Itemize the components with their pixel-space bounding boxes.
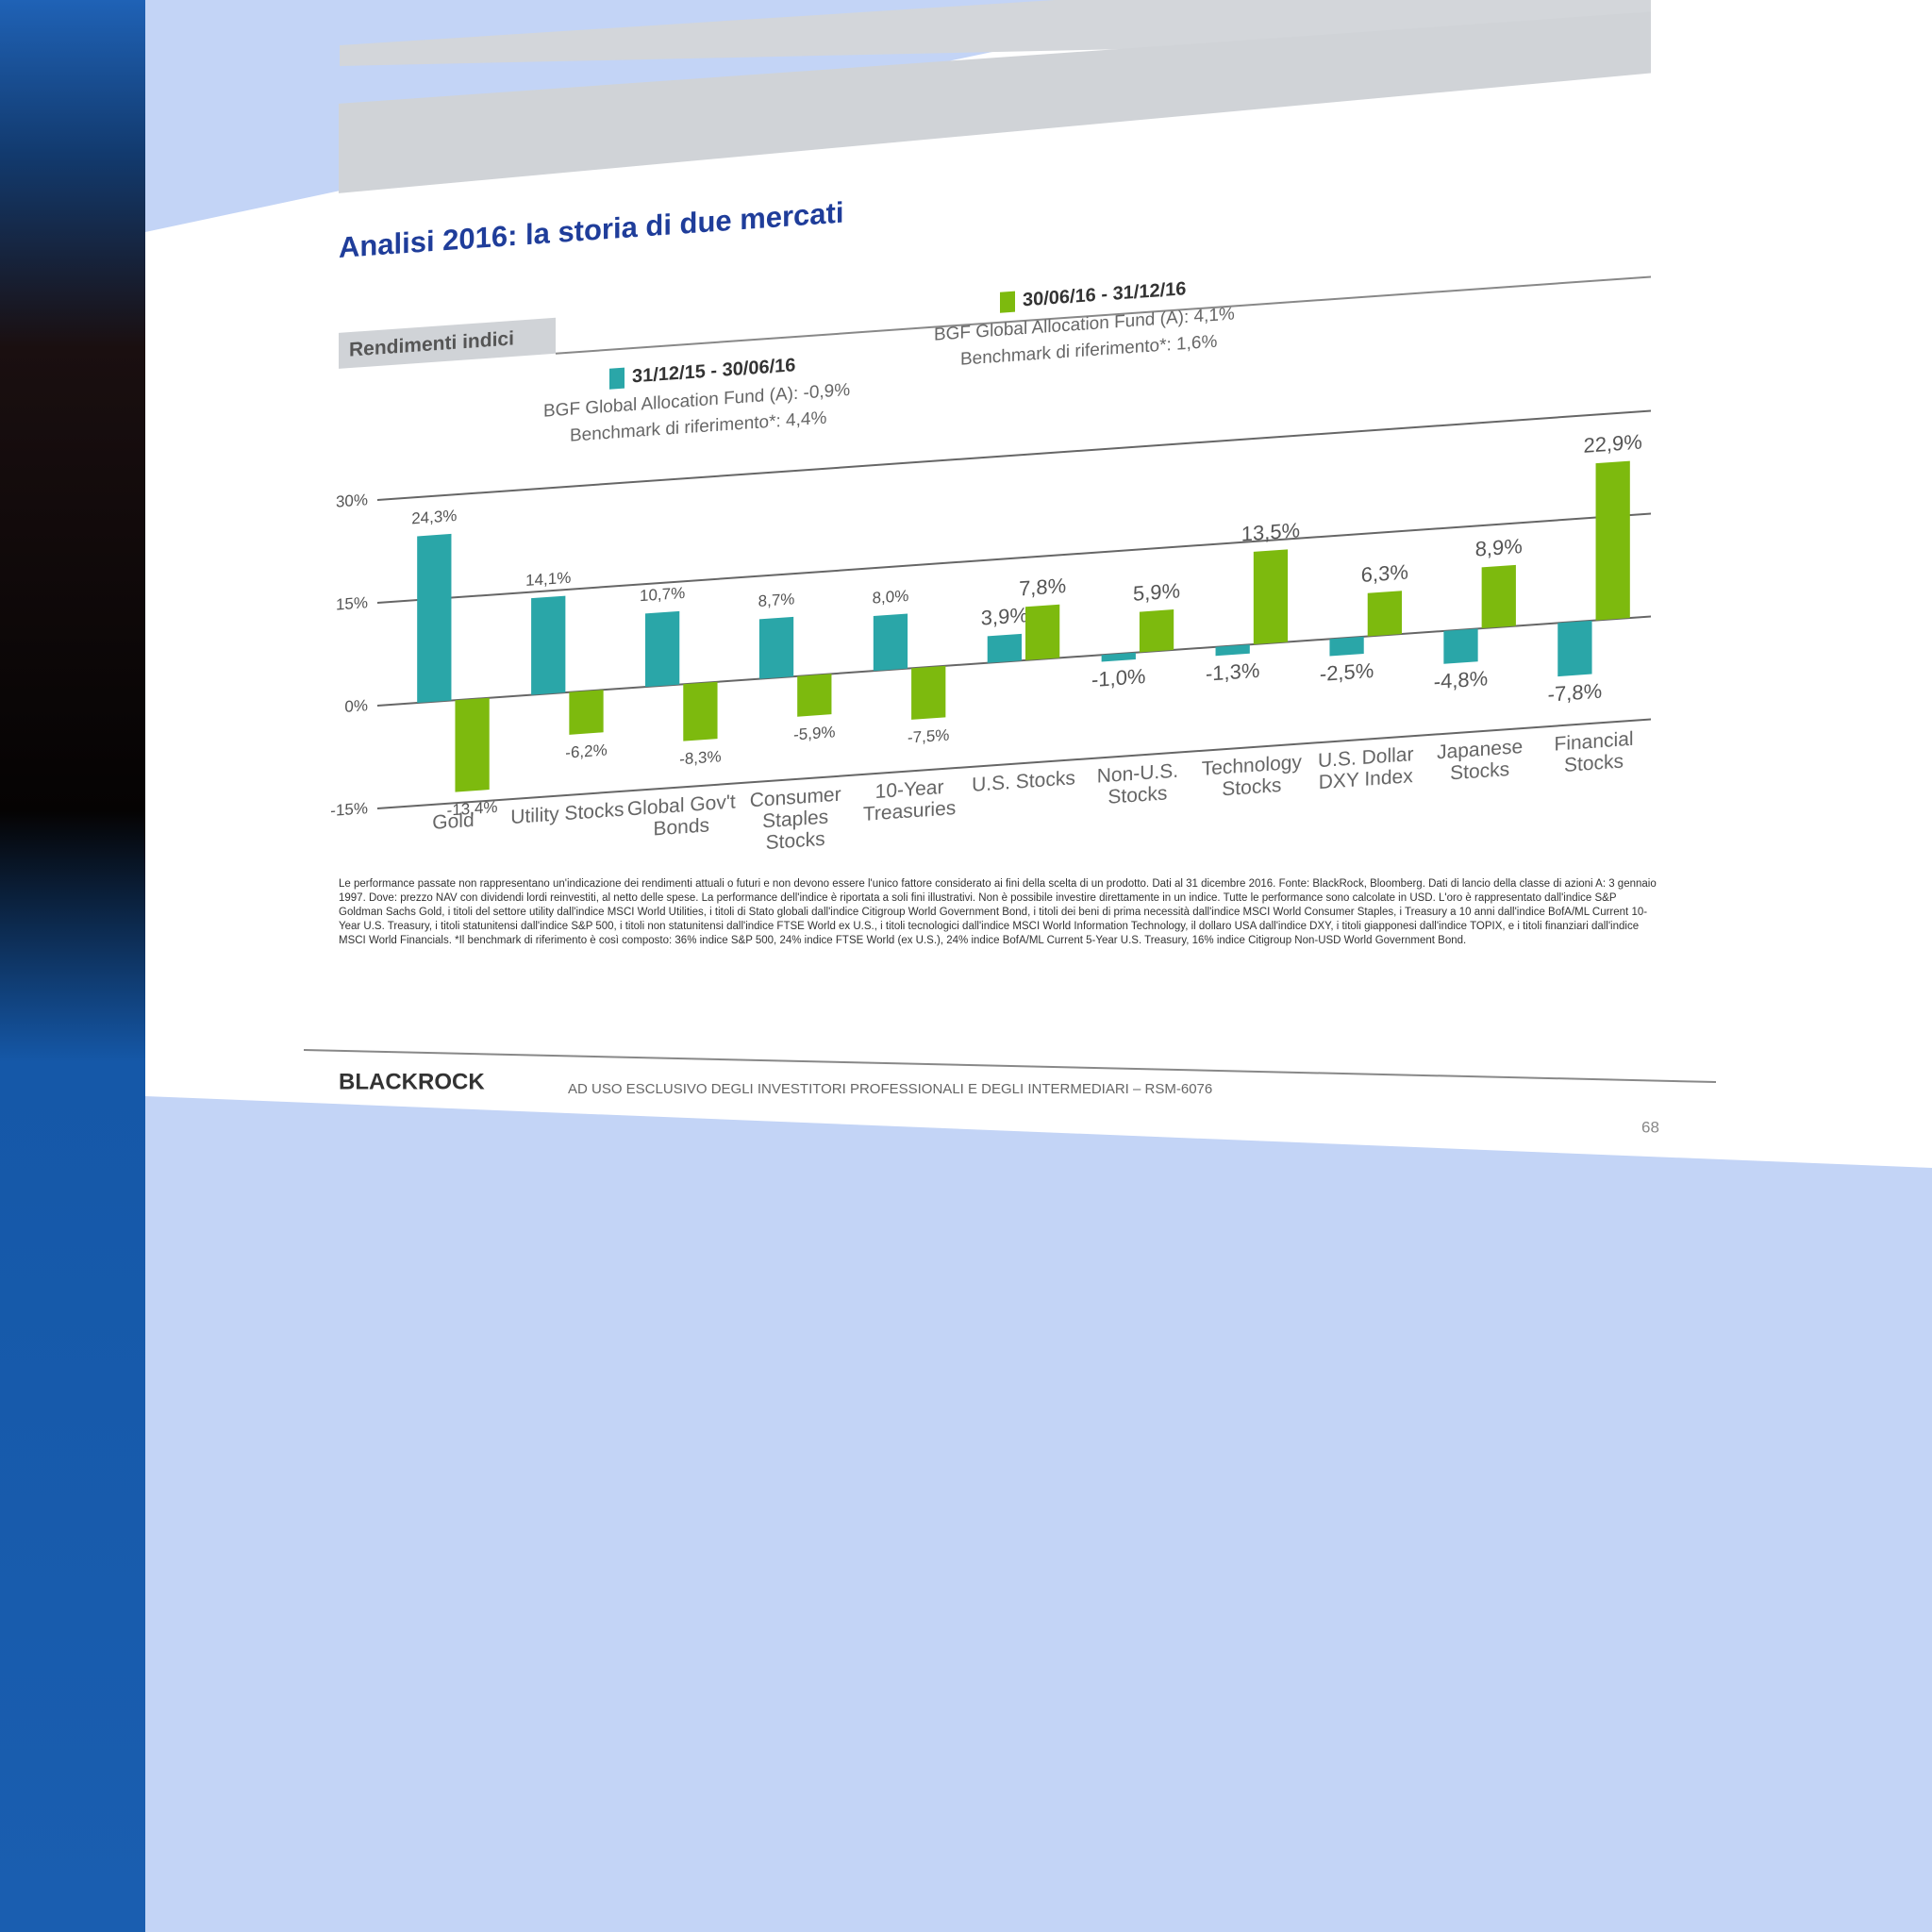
brand: BLACKROCK xyxy=(339,1069,485,1094)
grid-line xyxy=(377,409,1651,501)
x-tick-label: Consumer Staples Stocks xyxy=(749,783,841,855)
value-label: 7,8% xyxy=(1019,574,1066,600)
bar xyxy=(1025,604,1060,660)
value-label: 8,0% xyxy=(873,587,909,608)
x-tick-box: Financial Stocks xyxy=(1554,727,1634,777)
bar xyxy=(873,613,908,672)
value-label: -1,0% xyxy=(1091,664,1145,691)
x-tick-label: Japanese Stocks xyxy=(1437,736,1524,785)
bar xyxy=(1139,609,1174,653)
bar xyxy=(569,690,604,735)
x-tick-label: Global Gov't Bonds xyxy=(626,791,736,841)
value-label: -2,5% xyxy=(1320,658,1374,686)
x-tick-box: Japanese Stocks xyxy=(1437,736,1524,785)
bar xyxy=(1329,636,1364,657)
bar xyxy=(1253,549,1289,644)
footer-rule xyxy=(303,1049,1717,1083)
value-label: -7,8% xyxy=(1548,679,1602,707)
value-label: -8,3% xyxy=(679,747,721,768)
value-label: 8,9% xyxy=(1475,534,1523,560)
legend-swatch xyxy=(1000,291,1015,313)
footnote: Le performance passate non rappresentano… xyxy=(339,878,1657,946)
value-label: 8,7% xyxy=(758,590,795,610)
title-band xyxy=(339,11,1651,193)
bar xyxy=(1101,652,1136,662)
bar xyxy=(797,674,832,717)
value-label: -13,4% xyxy=(447,798,498,820)
value-label: 14,1% xyxy=(525,569,571,590)
value-label: -1,3% xyxy=(1206,658,1259,686)
bar xyxy=(531,595,566,695)
footnote-box: Le performance passate non rappresentano… xyxy=(339,878,1657,946)
side-photo xyxy=(0,0,145,1932)
y-tick-label: 15% xyxy=(336,593,368,613)
page-number: 68 xyxy=(1641,1118,1659,1136)
bar xyxy=(417,533,452,704)
y-tick-label: -15% xyxy=(330,799,368,820)
x-tick-box: U.S. Dollar DXY Index xyxy=(1317,743,1414,794)
value-label: 24,3% xyxy=(411,507,457,527)
bar xyxy=(1481,564,1516,629)
x-tick-label: Financial Stocks xyxy=(1554,727,1634,777)
top-band xyxy=(340,0,1651,66)
x-tick-box: Non-U.S. Stocks xyxy=(1096,759,1179,808)
bar xyxy=(1367,591,1403,637)
x-tick-label: 10-Year Treasuries xyxy=(862,775,957,826)
value-label: 3,9% xyxy=(981,603,1028,629)
bar xyxy=(455,697,490,792)
x-tick-box: U.S. Stocks xyxy=(972,767,1075,796)
header-rule xyxy=(556,275,1651,355)
grid-line xyxy=(377,718,1651,809)
value-label: -4,8% xyxy=(1434,666,1488,693)
value-label: 10,7% xyxy=(640,584,685,605)
bar xyxy=(911,665,946,720)
legend-swatch xyxy=(609,367,625,390)
bar xyxy=(1215,644,1250,657)
x-tick-label: U.S. Dollar DXY Index xyxy=(1317,743,1414,794)
value-label: 22,9% xyxy=(1584,430,1642,458)
slide-panel xyxy=(145,0,1932,1168)
grid-line xyxy=(377,512,1651,604)
x-tick-box: 10-Year Treasuries xyxy=(862,775,957,826)
bar xyxy=(1595,460,1630,621)
bar xyxy=(683,681,718,741)
bar xyxy=(758,616,794,679)
x-tick-box: Global Gov't Bonds xyxy=(626,791,736,841)
bar xyxy=(1557,620,1592,677)
bar xyxy=(645,610,680,688)
value-label: -7,5% xyxy=(908,726,949,747)
x-tick-label: Non-U.S. Stocks xyxy=(1096,759,1179,808)
bar xyxy=(987,633,1023,663)
x-tick-box: Consumer Staples Stocks xyxy=(749,783,841,855)
value-label: 5,9% xyxy=(1133,578,1180,605)
y-tick-label: 0% xyxy=(344,696,368,716)
subtitle-band xyxy=(339,317,556,369)
y-tick-label: 30% xyxy=(336,491,368,510)
value-label: -5,9% xyxy=(793,723,835,743)
footer-text: AD USO ESCLUSIVO DEGLI INVESTITORI PROFE… xyxy=(568,1081,1212,1097)
bar xyxy=(1443,628,1478,664)
chart: Analisi 2016: la storia di due mercati R… xyxy=(330,11,1651,855)
x-tick-label: Technology Stocks xyxy=(1201,751,1302,801)
value-label: -6,2% xyxy=(565,741,607,762)
x-tick-box: Technology Stocks xyxy=(1201,751,1302,801)
value-label: 13,5% xyxy=(1241,518,1300,545)
value-label: 6,3% xyxy=(1361,560,1408,587)
